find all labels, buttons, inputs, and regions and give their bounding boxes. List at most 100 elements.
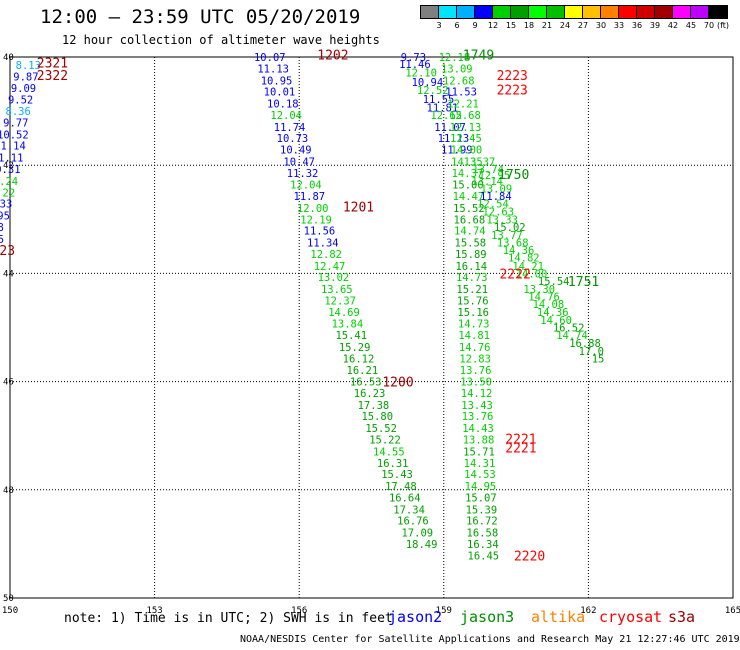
wave-height-label: 15.43 <box>381 469 413 481</box>
wave-height-label: 14.74 <box>556 330 588 342</box>
wave-height-label: 10.52 <box>0 129 29 141</box>
wave-height-label: 17.38 <box>358 400 390 412</box>
lon-tick-label: 165 <box>725 606 740 616</box>
wave-height-label: 9.73 <box>401 52 426 64</box>
wave-height-label: 9.77 <box>3 117 28 129</box>
wave-height-label: 13.84 <box>332 319 364 331</box>
wave-height-label: 12.45 <box>450 133 482 145</box>
wave-height-label: 16.53 <box>350 377 382 389</box>
wave-height-label: 17.34 <box>393 504 425 516</box>
wave-height-label: 13.50 <box>460 377 492 389</box>
wave-height-label: 16.21 <box>347 365 379 377</box>
wave-height-label: 10.31 <box>0 164 21 176</box>
wave-height-label: 10.33 <box>0 199 12 211</box>
wave-height-label: 12.21 <box>447 99 479 111</box>
time-label: 2222 <box>499 267 530 282</box>
color-scale-swatch <box>546 5 566 19</box>
wave-height-label: 14.08 <box>533 299 565 311</box>
wave-height-label: 16.52 <box>553 323 585 335</box>
time-label: 2223 <box>497 69 528 84</box>
color-scale-swatch <box>528 5 548 19</box>
time-label: 2223 <box>497 83 528 98</box>
wave-height-label: 14.43 <box>462 423 494 435</box>
wave-height-label: 15.22 <box>369 434 401 446</box>
wave-height-label: 16.88 <box>569 338 601 350</box>
time-label: 2321 <box>37 56 68 71</box>
satellite-label-jason3: jason3 <box>460 608 515 626</box>
wave-height-label: 15.29 <box>339 342 371 354</box>
wave-height-label: 14.55 <box>373 446 405 458</box>
wave-height-label: 12.95 <box>479 170 511 182</box>
wave-height-label: 16.14 <box>455 261 487 273</box>
footer-credit: NOAA/NESDIS Center for Satellite Applica… <box>240 634 740 645</box>
wave-height-label: 9.09 <box>11 83 36 95</box>
wave-height-label: 16.23 <box>354 388 386 400</box>
wave-height-label: 13.76 <box>460 365 492 377</box>
color-scale-swatch <box>456 5 476 19</box>
wave-height-label: 14.37 <box>452 168 484 180</box>
wave-height-label: 13.09 <box>441 63 473 75</box>
wave-height-label: 13.88 <box>463 434 495 446</box>
wave-height-label: 13.65 <box>321 284 353 296</box>
wave-height-label: 15.39 <box>466 504 498 516</box>
wave-height-label: 14.60 <box>540 315 572 327</box>
color-scale-tick: 15 <box>505 21 517 30</box>
wave-height-label: 15.16 <box>457 307 489 319</box>
wave-height-label: 11.99 <box>441 145 473 157</box>
wave-height-label: 15.54 <box>538 276 570 288</box>
wave-height-label: 11.13 <box>438 133 470 145</box>
wave-height-label: 8.36 <box>6 106 31 118</box>
color-scale-swatch <box>618 5 638 19</box>
wave-height-label: 12.00 <box>297 203 329 215</box>
time-label: 1201 <box>343 200 374 215</box>
wave-height-label: 16.76 <box>397 516 429 528</box>
color-scale-swatch <box>420 5 440 19</box>
page-subtitle: 12 hour collection of altimeter wave hei… <box>62 33 380 47</box>
satellite-label-altika: altika <box>531 608 586 626</box>
wave-height-label: 10.73 <box>277 133 309 145</box>
wave-height-label: 14.36 <box>503 245 535 257</box>
wave-height-label: 11.53 <box>445 87 477 99</box>
wave-height-label: 12.68 <box>443 75 475 87</box>
wave-height-label: 16.64 <box>389 492 421 504</box>
wave-height-label: 9.87 <box>13 71 38 83</box>
wave-height-label: 14.81 <box>458 330 490 342</box>
wave-height-label: 14.35 <box>451 156 483 168</box>
wave-height-label: 15.41 <box>335 330 367 342</box>
time-label: 2323 <box>0 244 15 259</box>
wave-height-label: 12.04 <box>290 180 322 192</box>
wave-height-label: 18.49 <box>406 539 438 551</box>
wave-height-label: 11.34 <box>307 238 339 250</box>
map-border <box>9 56 734 599</box>
time-label: 1202 <box>317 48 348 63</box>
wave-height-label: 16.12 <box>343 353 375 365</box>
lon-tick-label: 156 <box>291 606 307 616</box>
color-scale-swatch <box>654 5 674 19</box>
lon-tick-label: 153 <box>146 606 162 616</box>
lat-tick-label: 42 <box>3 161 14 171</box>
wave-height-label: 10.94 <box>412 77 444 89</box>
wave-height-label: 14.53 <box>464 469 496 481</box>
wave-height-label: 13.77 <box>491 230 523 242</box>
time-label: 2322 <box>37 69 68 84</box>
color-scale-tick: 30 <box>595 21 607 30</box>
wave-height-label: 11.11 <box>0 153 23 165</box>
color-scale-swatch <box>510 5 530 19</box>
wave-height-label: 12.83 <box>459 353 491 365</box>
wave-height-label: 11.55 <box>423 94 455 106</box>
wave-height-label: 12.22 <box>0 187 15 199</box>
wave-height-label: 14.73 <box>456 272 488 284</box>
wave-height-label: 16.45 <box>468 550 500 562</box>
wave-height-label: 12.04 <box>270 110 302 122</box>
wave-height-label: 14.76 <box>459 342 491 354</box>
wave-height-label: 11.87 <box>294 191 326 203</box>
lon-tick-label: 159 <box>436 606 452 616</box>
wave-height-label: 9.52 <box>8 95 33 107</box>
wave-height-label: 12.24 <box>0 176 18 188</box>
color-scale-swatch <box>582 5 602 19</box>
satellite-label-s3a: s3a <box>668 608 696 626</box>
wave-height-label: 13.02 <box>318 272 350 284</box>
wave-height-label: 11.56 <box>304 226 336 238</box>
